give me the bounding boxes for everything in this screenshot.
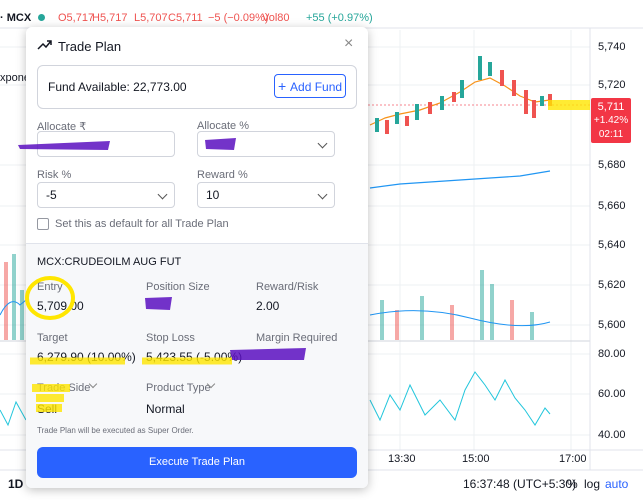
oscillator-tick-label: 80.00	[598, 348, 626, 360]
price-tick-label: 5,600	[598, 319, 626, 331]
execute-button[interactable]: Execute Trade Plan	[37, 447, 357, 478]
close-button[interactable]: ×	[344, 35, 354, 52]
entry-label: Entry	[37, 281, 63, 293]
reward-label: Reward %	[197, 169, 248, 181]
add-fund-button[interactable]: + Add Fund	[274, 74, 346, 98]
volume: Vol80	[262, 12, 290, 24]
change: −5 (−0.09%)	[208, 12, 269, 24]
log-toggle[interactable]: log	[584, 477, 601, 491]
trade-plan-modal: Trade Plan × Fund Available: 22,773.00 +…	[26, 27, 368, 488]
fund-available: Fund Available: 22,773.00	[48, 80, 187, 94]
fund-box	[37, 65, 357, 109]
instrument: MCX:CRUDEOILM AUG FUT	[37, 256, 182, 268]
margin-label: Margin Required	[256, 332, 338, 344]
price-tag-countdown: 02:11	[598, 129, 624, 140]
price-tag: 5,711 +1.42% 02:11	[591, 98, 631, 143]
risk-value: -5	[46, 188, 57, 202]
default-checkbox-label[interactable]: Set this as default for all Trade Plan	[55, 218, 229, 230]
time-tick-label: 17:00	[559, 453, 587, 465]
price-tick-label: 5,680	[598, 159, 626, 171]
reward-risk-value: 2.00	[256, 299, 280, 313]
price-tick-label: 5,740	[598, 41, 626, 53]
volume-change: +55 (+0.97%)	[306, 12, 373, 24]
stop-loss-label: Stop Loss	[146, 332, 195, 344]
position-size-label: Position Size	[146, 281, 210, 293]
allocate-amount-input[interactable]	[37, 131, 175, 157]
ohlc-close: C5,711	[168, 12, 203, 24]
risk-label: Risk %	[37, 169, 72, 181]
trend-icon	[37, 40, 52, 50]
reward-risk-label: Reward/Risk	[256, 281, 319, 293]
target-value: 6,279.90 (10.00%)	[37, 350, 136, 364]
status-dot	[38, 14, 45, 21]
default-checkbox[interactable]	[37, 218, 49, 230]
trade-side-value[interactable]: Sell	[37, 402, 58, 416]
price-tick-label: 5,620	[598, 279, 626, 291]
reward-value: 10	[206, 188, 220, 202]
risk-select[interactable]	[37, 182, 175, 208]
time-tick-label: 15:00	[462, 453, 490, 465]
clock: 16:37:48 (UTC+5:30)	[463, 477, 577, 491]
ohlc-low: L5,707	[134, 12, 168, 24]
trade-side-label: Trade Side	[37, 382, 91, 394]
reward-select[interactable]	[197, 182, 335, 208]
auto-toggle[interactable]: auto	[605, 477, 629, 491]
target-label: Target	[37, 332, 68, 344]
oscillator-tick-label: 40.00	[598, 429, 626, 441]
price-tick-label: 5,640	[598, 239, 626, 251]
allocate-percent-label: Allocate %	[197, 120, 249, 132]
allocate-percent-select[interactable]	[197, 131, 335, 157]
add-fund-label[interactable]: Add Fund	[290, 80, 343, 94]
product-type-value[interactable]: Normal	[146, 402, 185, 416]
entry-value: 5,709.00	[37, 299, 84, 313]
price-tag-change: +1.42%	[593, 115, 629, 126]
oscillator-tick-label: 60.00	[598, 388, 626, 400]
percent-toggle[interactable]: %	[567, 477, 578, 491]
allocate-amount-label: Allocate ₹	[37, 121, 87, 133]
ohlc-open: O5,717	[58, 12, 95, 24]
modal-title: Trade Plan	[58, 39, 122, 54]
super-order-note: Trade Plan will be executed as Super Ord…	[37, 426, 194, 435]
product-type-label: Product Type	[146, 382, 211, 394]
interval[interactable]: 1D	[8, 477, 24, 491]
time-tick-label: 13:30	[388, 453, 416, 465]
ohlc-high: H5,717	[92, 12, 128, 24]
stop-loss-value: 5,423.55 (-5.00%)	[146, 350, 243, 364]
symbol: · MCX	[0, 12, 32, 24]
price-tick-label: 5,720	[598, 79, 626, 91]
price-tag-price: 5,711	[597, 101, 625, 113]
price-tick-label: 5,660	[598, 200, 626, 212]
